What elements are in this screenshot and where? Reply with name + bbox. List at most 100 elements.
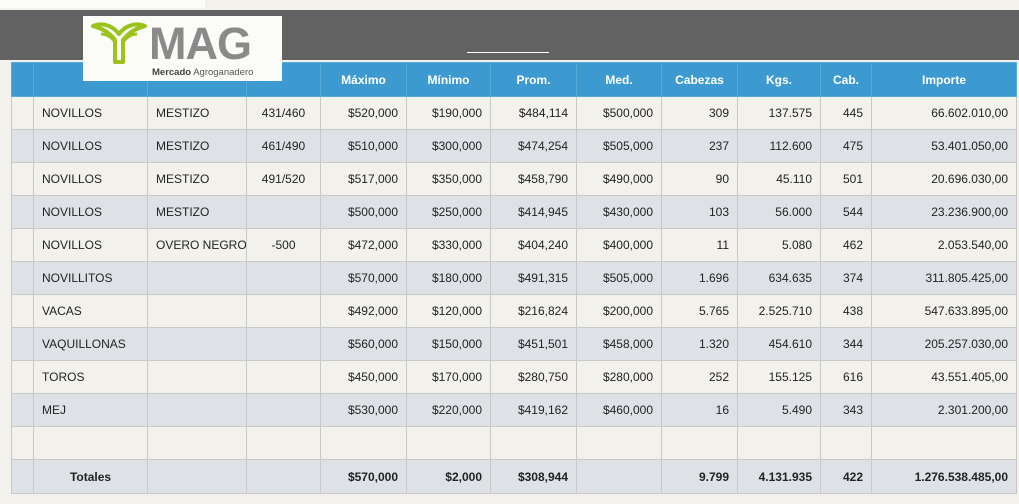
cell-breed (147, 426, 247, 460)
cell-blank (11, 228, 34, 262)
cell-importe: 23.236.900,00 (871, 195, 1017, 229)
cell-category: NOVILLOS (33, 162, 148, 196)
cell-importe: 311.805.425,00 (871, 261, 1017, 295)
cell-minimo: $180,000 (406, 261, 491, 295)
cell-weight-range (246, 360, 321, 394)
cell-category: NOVILLOS (33, 228, 148, 262)
cell-prom: $474,254 (490, 129, 577, 163)
cell-kgs: 56.000 (737, 195, 821, 229)
cell-prom: $491,315 (490, 261, 577, 295)
cell-cabezas: 16 (661, 393, 738, 427)
cell-breed (147, 261, 247, 295)
cell-med: $280,000 (576, 360, 662, 394)
cell-weight-range (246, 294, 321, 328)
top-strip-white (0, 0, 205, 8)
header-col-cab: Cab. (820, 62, 872, 97)
cell-cabezas: 90 (661, 162, 738, 196)
header-underline (467, 52, 549, 53)
table-body: NOVILLOS MESTIZO 431/460 $520,000 $190,000 $4… (11, 96, 1017, 494)
cell-prom: $280,750 (490, 360, 577, 394)
cell-minimo: $190,000 (406, 96, 491, 130)
cell-blank (11, 162, 34, 196)
cell-cab: 544 (820, 195, 872, 229)
cell-maximo: $517,000 (320, 162, 407, 196)
cell-cab: 445 (820, 96, 872, 130)
cell-cab: 343 (820, 393, 872, 427)
total-cell-cab: 422 (820, 459, 872, 494)
cell-blank (11, 294, 34, 328)
cell-kgs: 155.125 (737, 360, 821, 394)
total-cell-med (576, 459, 662, 494)
cell-med: $500,000 (576, 96, 662, 130)
cell-weight-range: 461/490 (246, 129, 321, 163)
cell-blank (11, 96, 34, 130)
cell-weight-range (246, 393, 321, 427)
cell-cab: 616 (820, 360, 872, 394)
cell-category: NOVILLOS (33, 129, 148, 163)
header-col-prom: Prom. (490, 62, 577, 97)
cell-maximo: $500,000 (320, 195, 407, 229)
cell-med: $505,000 (576, 129, 662, 163)
header-col-minimo: Mínimo (406, 62, 491, 97)
cell-cabezas: 237 (661, 129, 738, 163)
cell-minimo: $250,000 (406, 195, 491, 229)
cell-maximo: $492,000 (320, 294, 407, 328)
table-row: NOVILLOS OVERO NEGRO -500 $472,000 $330,000 $… (11, 228, 1017, 262)
cell-blank (11, 393, 34, 427)
cell-prom: $419,162 (490, 393, 577, 427)
cell-med: $430,000 (576, 195, 662, 229)
header-col-importe: Importe (871, 62, 1017, 97)
cell-kgs: 2.525.710 (737, 294, 821, 328)
total-cell-importe: 1.276.538.485,00 (871, 459, 1017, 494)
cell-cabezas (661, 426, 738, 460)
cell-maximo: $472,000 (320, 228, 407, 262)
cell-blank (11, 129, 34, 163)
cell-minimo: $170,000 (406, 360, 491, 394)
cell-importe: 547.633.895,00 (871, 294, 1017, 328)
cell-med: $505,000 (576, 261, 662, 295)
totals-label: Totales (33, 459, 148, 494)
header-col-cabezas: Cabezas (661, 62, 738, 97)
mag-logo[interactable]: MAG Mercado Agroganadero (83, 16, 282, 81)
cell-importe: 66.602.010,00 (871, 96, 1017, 130)
total-cell-kgs: 4.131.935 (737, 459, 821, 494)
cell-category (33, 426, 148, 460)
table-row: NOVILLOS MESTIZO $500,000 $250,000 $414,945 $… (11, 195, 1017, 229)
top-strip (0, 0, 1019, 10)
total-cell-weight-range (246, 459, 321, 494)
cell-importe: 2.301.200,00 (871, 393, 1017, 427)
cell-minimo: $120,000 (406, 294, 491, 328)
cell-prom: $404,240 (490, 228, 577, 262)
cell-category: NOVILLITOS (33, 261, 148, 295)
cell-maximo: $520,000 (320, 96, 407, 130)
cell-cabezas: 1.696 (661, 261, 738, 295)
cell-cabezas: 5.765 (661, 294, 738, 328)
cell-cab: 438 (820, 294, 872, 328)
cell-weight-range: -500 (246, 228, 321, 262)
cell-weight-range: 431/460 (246, 96, 321, 130)
logo-brand: MAG (149, 18, 252, 69)
cell-breed: MESTIZO (147, 195, 247, 229)
table-row: NOVILLOS MESTIZO 461/490 $510,000 $300,000 $4… (11, 129, 1017, 163)
table-row: MEJ $530,000 $220,000 $419,162 $460,000 16 5.4… (11, 393, 1017, 427)
cell-breed (147, 327, 247, 361)
leaf-logo-icon (91, 22, 147, 64)
header-col-maximo: Máximo (320, 62, 407, 97)
cell-cab: 344 (820, 327, 872, 361)
cell-cab: 462 (820, 228, 872, 262)
cell-blank (11, 327, 34, 361)
cell-blank (11, 426, 34, 460)
cell-importe: 53.401.050,00 (871, 129, 1017, 163)
cell-breed: MESTIZO (147, 162, 247, 196)
cell-breed (147, 393, 247, 427)
cell-blank (11, 261, 34, 295)
cell-importe: 2.053.540,00 (871, 228, 1017, 262)
cell-category: NOVILLOS (33, 96, 148, 130)
table-row: NOVILLOS MESTIZO 431/460 $520,000 $190,000 $4… (11, 96, 1017, 130)
cell-med: $490,000 (576, 162, 662, 196)
cell-minimo: $150,000 (406, 327, 491, 361)
cell-cabezas: 103 (661, 195, 738, 229)
cell-category: MEJ (33, 393, 148, 427)
cell-importe: 205.257.030,00 (871, 327, 1017, 361)
total-cell-prom: $308,944 (490, 459, 577, 494)
